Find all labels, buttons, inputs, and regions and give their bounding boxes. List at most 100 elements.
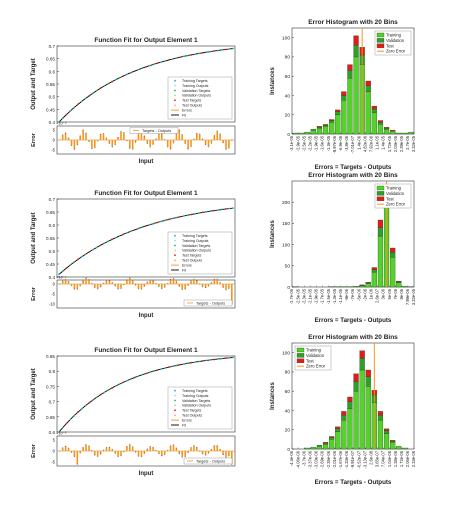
hist-xtick-label: -1.1e-05 bbox=[338, 288, 343, 304]
fit-point bbox=[220, 49, 223, 51]
error-point bbox=[228, 147, 230, 149]
error-bar bbox=[120, 451, 122, 456]
error-point bbox=[70, 451, 73, 454]
error-point bbox=[143, 452, 145, 454]
error-point bbox=[225, 148, 227, 150]
error-xlabel: Input bbox=[139, 313, 154, 319]
error-legend-box bbox=[129, 127, 179, 134]
hist-xtick-label: -1.9e-05 bbox=[314, 288, 319, 304]
fit-point bbox=[65, 422, 68, 425]
hist-bar-validation bbox=[316, 444, 323, 447]
hist-xtick-label: -2.3e-05 bbox=[301, 288, 306, 304]
fit-legend-label: Fit bbox=[182, 113, 186, 117]
fit-title: Function Fit for Output Element 1 bbox=[94, 347, 198, 354]
hist-bar-test bbox=[341, 411, 347, 416]
hist-ytick-label: 60 bbox=[285, 389, 291, 395]
error-point bbox=[210, 281, 212, 284]
error-point bbox=[100, 453, 102, 455]
error-point bbox=[94, 287, 96, 289]
fit-point bbox=[182, 215, 185, 217]
fit-point bbox=[190, 361, 193, 364]
error-point bbox=[120, 455, 122, 457]
error-ytick-label: -5 bbox=[51, 148, 55, 153]
hist-bar-validation bbox=[371, 108, 377, 113]
error-point bbox=[79, 135, 81, 137]
fit-ytick-label: 0.55 bbox=[46, 236, 55, 241]
fit-point bbox=[186, 54, 189, 57]
error-point bbox=[135, 141, 137, 143]
error-bar bbox=[222, 140, 224, 143]
hist-xtick-label: -2.5e-05 bbox=[301, 135, 306, 151]
hist-bar-test bbox=[335, 109, 341, 112]
hist-bar-training bbox=[359, 285, 365, 288]
error-point bbox=[164, 286, 166, 288]
hist-xtick-label: 2.06e-06 bbox=[405, 450, 410, 467]
error-point bbox=[62, 134, 64, 136]
error-bar bbox=[108, 280, 111, 284]
error-point bbox=[170, 445, 172, 447]
fit-legend-label: Fit bbox=[182, 423, 186, 427]
fit-point bbox=[232, 207, 234, 210]
fit-point bbox=[224, 357, 227, 360]
fit-point bbox=[118, 383, 121, 385]
fit-point bbox=[198, 360, 200, 363]
error-bar bbox=[175, 134, 178, 140]
hist-bar-test bbox=[329, 119, 335, 121]
error-bar bbox=[152, 280, 154, 284]
error-point bbox=[108, 280, 110, 282]
error-point bbox=[70, 144, 73, 147]
error-bar bbox=[143, 136, 146, 140]
hist-xtick-label: -3.1e-05 bbox=[289, 135, 294, 151]
hist-bar-training bbox=[377, 235, 384, 288]
hist-xtick-label: 2.6e-07 bbox=[375, 288, 380, 303]
error-point bbox=[73, 148, 75, 150]
fit-title: Function Fit for Output Element 1 bbox=[94, 190, 198, 197]
error-bar bbox=[158, 134, 160, 140]
hist-bar-test bbox=[390, 247, 396, 253]
hist-legend-swatch bbox=[376, 32, 385, 38]
fit-ylabel: Output and Target bbox=[31, 212, 37, 264]
error-bar bbox=[201, 284, 204, 287]
error-bar bbox=[158, 451, 160, 454]
fit-point bbox=[145, 66, 147, 68]
error-bar bbox=[219, 282, 221, 284]
fit-legend-marker: + bbox=[174, 238, 177, 243]
error-point bbox=[152, 143, 154, 145]
hist-xtick-label: 7e-06 bbox=[393, 288, 398, 299]
fit-ytick-label: 0.5 bbox=[49, 95, 56, 100]
hist-bar-training bbox=[396, 282, 402, 288]
error-point bbox=[73, 455, 75, 457]
fit-legend-marker bbox=[174, 409, 176, 412]
fit-point bbox=[190, 54, 193, 56]
fit-point bbox=[133, 376, 136, 379]
error-bar bbox=[149, 446, 151, 451]
error-point bbox=[82, 129, 84, 131]
fit-point bbox=[111, 387, 113, 389]
fit-point bbox=[194, 361, 197, 363]
fit-point bbox=[77, 258, 79, 261]
fit-point bbox=[175, 216, 178, 219]
error-point bbox=[193, 278, 195, 280]
fit-ytick-label: 0.65 bbox=[46, 210, 55, 215]
error-point bbox=[170, 148, 172, 150]
error-point bbox=[135, 284, 137, 286]
error-point bbox=[205, 287, 207, 289]
error-point bbox=[82, 280, 84, 282]
fit-point bbox=[164, 219, 166, 222]
error-point bbox=[193, 138, 195, 140]
error-bar bbox=[70, 140, 73, 146]
fit-legend-marker: + bbox=[174, 258, 177, 263]
error-point bbox=[120, 130, 122, 132]
fit-point bbox=[175, 57, 178, 59]
fit-legend-label: Test Targets bbox=[182, 99, 202, 103]
error-point bbox=[94, 147, 96, 149]
error-bar bbox=[231, 451, 233, 465]
error-point bbox=[129, 443, 131, 445]
hist-bar-training bbox=[359, 369, 365, 450]
error-bar bbox=[193, 445, 195, 451]
error-point bbox=[158, 285, 160, 288]
error-bar bbox=[201, 451, 204, 454]
error-bar bbox=[88, 140, 90, 142]
error-bar bbox=[216, 131, 218, 140]
